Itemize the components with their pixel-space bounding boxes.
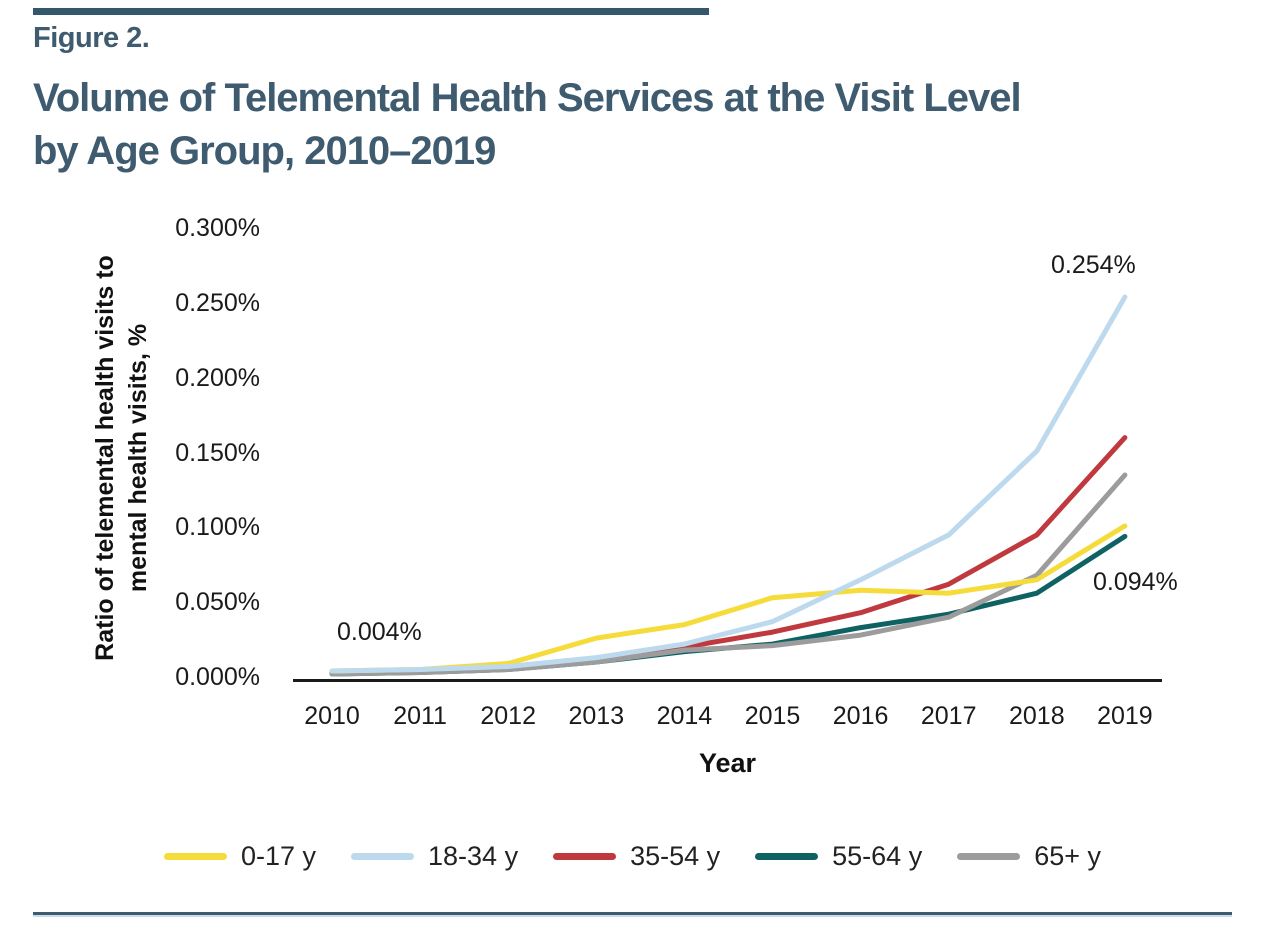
x-axis-line [293, 679, 1162, 682]
legend-label: 55-64 y [832, 840, 923, 871]
legend: 0-17 y 18-34 y 35-54 y 55-64 y 65+ y [33, 838, 1232, 874]
x-tick-label: 2013 [568, 702, 625, 730]
legend-swatch-icon [553, 852, 617, 860]
legend-item-35-54 y: 35-54 y [553, 841, 720, 872]
legend-swatch-icon [957, 852, 1021, 860]
x-tick-label: 2019 [1097, 702, 1153, 730]
y-axis-title-line-1: Ratio of telemental health visits to [91, 255, 119, 661]
legend-item-65+ y: 65+ y [957, 841, 1101, 872]
x-axis-title: Year [698, 748, 757, 778]
figure-label: Figure 2. [33, 22, 150, 54]
line-55-64 y [329, 533, 1128, 677]
annotation-2019-min-value: 0.094% [1093, 568, 1178, 596]
page-title-line-1: Volume of Telemental Health Services at … [33, 76, 1022, 120]
page-title-line-2: by Age Group, 2010–2019 [33, 129, 496, 173]
x-tick-label: 2014 [656, 702, 713, 730]
legend-swatch-icon [351, 852, 415, 860]
line-65+ y [329, 472, 1128, 677]
y-tick-label: 0.250% [175, 289, 260, 317]
y-tick-label: 0.000% [175, 663, 260, 691]
legend-swatch-icon [163, 852, 227, 860]
x-tick-label: 2015 [744, 702, 801, 730]
header-accent-bar [33, 8, 709, 15]
legend-item-18-34 y: 18-34 y [351, 841, 518, 872]
x-tick-label: 2017 [920, 702, 977, 730]
x-tick-label: 2016 [832, 702, 889, 730]
line-35-54 y [329, 435, 1128, 675]
x-tick-label: 2011 [393, 702, 447, 730]
x-tick-label: 2012 [480, 702, 536, 730]
y-tick-label: 0.200% [175, 363, 260, 392]
page-title: Volume of Telemental Health Services at … [33, 72, 1223, 178]
annotation-2010-start-value: 0.004% [337, 618, 422, 646]
legend-swatch-icon [755, 852, 819, 860]
bottom-rule-light [33, 915, 1232, 917]
legend-item-0-17 y: 0-17 y [163, 840, 317, 872]
y-tick-label: 0.100% [175, 513, 260, 542]
legend-item-55-64 y: 55-64 y [755, 841, 922, 872]
y-tick-label: 0.300% [175, 214, 260, 243]
x-tick-label: 2018 [1008, 702, 1065, 730]
y-axis-title: Ratio of telemental health visits to men… [89, 208, 155, 708]
bottom-rule [33, 912, 1232, 915]
annotation-2019-max-value: 0.254% [1051, 251, 1136, 279]
legend-label: 0-17 y [240, 840, 317, 871]
x-tick-label: 2010 [304, 702, 360, 730]
y-tick-label: 0.050% [175, 588, 260, 617]
y-tick-label: 0.150% [175, 438, 260, 467]
legend-label: 35-54 y [630, 840, 721, 871]
legend-label: 65+ y [1034, 840, 1102, 871]
line-18-34 y [329, 294, 1128, 674]
legend-label: 18-34 y [428, 840, 519, 871]
line-0-17 y [329, 523, 1128, 674]
